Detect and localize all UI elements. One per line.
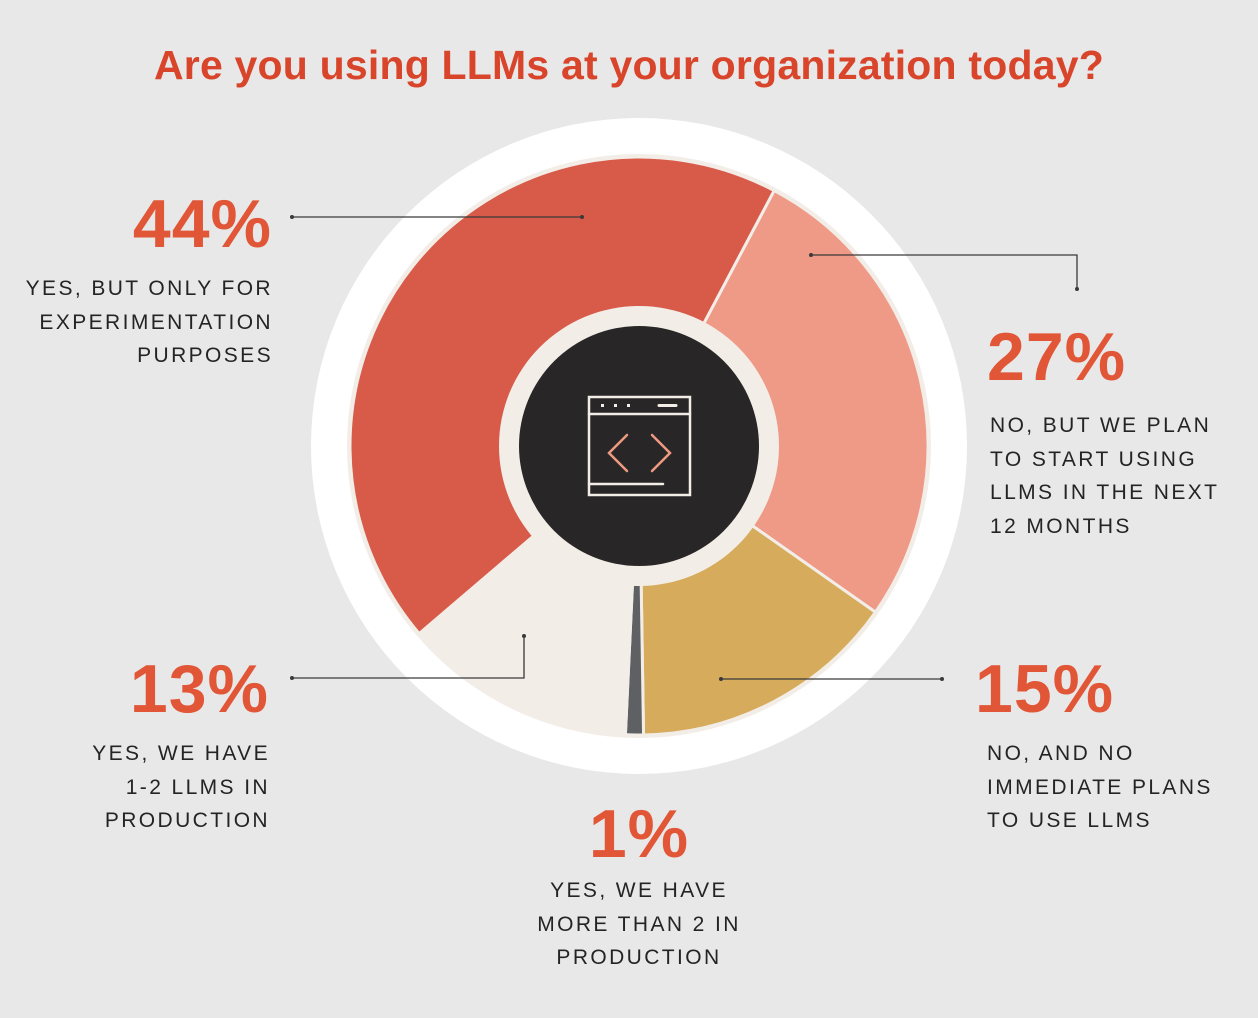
code-window-icon <box>587 395 692 497</box>
desc-no-plans: NO, AND NO IMMEDIATE PLANS TO USE LLMS <box>987 742 1213 832</box>
center-circle <box>519 326 759 566</box>
desc-plan-12-months: NO, BUT WE PLAN TO START USING LLMS IN T… <box>990 414 1220 538</box>
donut-slices <box>348 155 930 737</box>
pct-one-two: 13% <box>129 651 269 727</box>
leader-dots <box>290 215 1079 681</box>
desc-experimentation: YES, BUT ONLY FOR EXPERIMENTATION PURPOS… <box>25 277 273 367</box>
pct-plan-12-months: 27% <box>987 319 1127 395</box>
desc-more-than-2: YES, WE HAVE MORE THAN 2 IN PRODUCTION <box>537 879 741 969</box>
pct-experimentation: 44% <box>132 186 272 262</box>
leader-line-13 <box>292 636 525 679</box>
pct-more-than-2: 1% <box>588 796 690 872</box>
leader-line-27 <box>811 254 1078 289</box>
chart-title: Are you using LLMs at your organization … <box>154 42 1104 88</box>
desc-one-two: YES, WE HAVE 1-2 LLMS IN PRODUCTION <box>92 742 270 832</box>
pct-no-plans: 15% <box>975 651 1115 727</box>
leader-lines <box>292 216 1078 680</box>
